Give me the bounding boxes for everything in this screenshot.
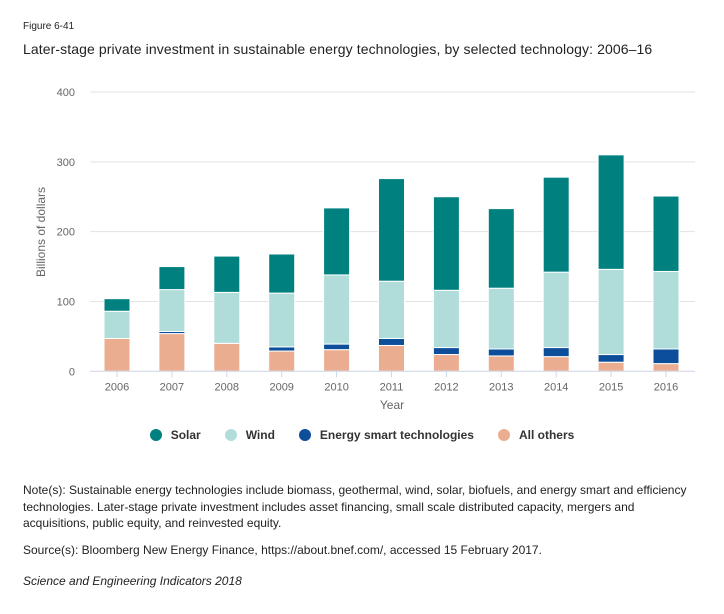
bar-stack-2015 xyxy=(597,154,625,372)
bar-segment-energy-smart-technologies[interactable] xyxy=(542,347,570,358)
y-tick-label: 0 xyxy=(69,366,75,378)
y-axis-ticks: 0 100 200 300 400 xyxy=(57,87,75,378)
bar-segment-all-others[interactable] xyxy=(652,363,680,372)
y-tick-label: 200 xyxy=(57,227,75,239)
source: Source(s): Bloomberg New Energy Finance,… xyxy=(23,543,542,557)
credit: Science and Engineering Indicators 2018 xyxy=(23,574,242,588)
bar-segment-wind[interactable] xyxy=(597,268,625,356)
legend-item-solar[interactable]: Solar xyxy=(149,428,201,442)
legend-swatch-wind-icon xyxy=(224,429,237,441)
y-axis-title: Billions of dollars xyxy=(34,187,48,277)
x-tick-label: 2014 xyxy=(544,381,568,393)
x-tick-label: 2007 xyxy=(160,381,184,393)
bar-segment-all-others[interactable] xyxy=(542,356,570,372)
bar-segment-solar[interactable] xyxy=(487,208,515,289)
chart-title: Later-stage private investment in sustai… xyxy=(23,41,653,57)
x-tick-label: 2010 xyxy=(324,381,348,393)
x-tick-label: 2013 xyxy=(489,381,513,393)
bar-segment-all-others[interactable] xyxy=(213,342,241,372)
notes: Note(s): Sustainable energy technologies… xyxy=(23,483,687,530)
bar-segment-wind[interactable] xyxy=(487,287,515,350)
figure-label: Figure 6-41 xyxy=(23,21,75,32)
bar-segment-solar[interactable] xyxy=(378,178,405,282)
bar-segment-wind[interactable] xyxy=(268,292,296,348)
bar-segment-solar[interactable] xyxy=(103,298,131,312)
bar-segment-solar[interactable] xyxy=(323,207,351,276)
x-tick-label: 2006 xyxy=(105,381,129,393)
bar-segment-solar[interactable] xyxy=(213,255,241,293)
x-axis: 2006 2007 2008 2009 2010 2011 2012 2013 2014 2015… xyxy=(90,370,695,393)
legend-label: Solar xyxy=(170,428,201,442)
bar-segment-wind[interactable] xyxy=(103,310,131,339)
legend-item-all-others[interactable]: All others xyxy=(497,428,575,442)
bar-segment-energy-smart-technologies[interactable] xyxy=(487,348,515,357)
legend-item-wind[interactable]: Wind xyxy=(224,428,275,442)
bars xyxy=(103,154,680,372)
bar-segment-all-others[interactable] xyxy=(103,337,131,372)
bar-segment-all-others[interactable] xyxy=(597,361,625,372)
x-tick-label: 2016 xyxy=(654,381,678,393)
x-tick-label: 2015 xyxy=(599,381,623,393)
bar-segment-wind[interactable] xyxy=(432,289,460,349)
bar-segment-wind[interactable] xyxy=(542,271,570,349)
bar-segment-all-others[interactable] xyxy=(158,333,186,372)
x-tick-label: 2009 xyxy=(269,381,293,393)
legend-swatch-solar-icon xyxy=(149,429,162,441)
bar-segment-solar[interactable] xyxy=(268,253,296,294)
bar-segment-all-others[interactable] xyxy=(268,350,296,372)
legend-label: Wind xyxy=(245,428,275,442)
bar-stack-2013 xyxy=(487,208,515,372)
bar-segment-solar[interactable] xyxy=(158,266,186,291)
y-tick-label: 100 xyxy=(57,296,75,308)
x-axis-title: Year xyxy=(380,398,404,412)
x-tick-label: 2012 xyxy=(434,381,458,393)
bar-segment-wind[interactable] xyxy=(323,274,351,345)
y-tick-label: 300 xyxy=(57,157,75,169)
bar-stack-2006 xyxy=(103,298,131,372)
bar-segment-solar[interactable] xyxy=(597,154,625,270)
bar-segment-wind[interactable] xyxy=(378,280,405,339)
x-tick-label: 2011 xyxy=(380,381,404,393)
bar-stack-2016 xyxy=(652,195,680,372)
bar-segment-solar[interactable] xyxy=(432,196,460,291)
bar-stack-2012 xyxy=(432,196,460,372)
bar-stack-2008 xyxy=(213,255,241,372)
bar-segment-wind[interactable] xyxy=(652,270,680,350)
bar-segment-all-others[interactable] xyxy=(378,344,405,372)
bar-segment-all-others[interactable] xyxy=(487,355,515,372)
bar-segment-energy-smart-technologies[interactable] xyxy=(597,354,625,363)
bar-stack-2009 xyxy=(268,253,296,372)
bar-stack-2010 xyxy=(323,207,351,372)
legend-label: Energy smart technologies xyxy=(319,428,474,442)
bar-segment-energy-smart-technologies[interactable] xyxy=(268,346,296,352)
bar-stack-2014 xyxy=(542,176,570,372)
y-tick-label: 400 xyxy=(57,87,75,99)
x-tick-label: 2008 xyxy=(215,381,239,393)
bar-segment-wind[interactable] xyxy=(158,289,186,332)
legend-swatch-energy-smart-icon xyxy=(298,429,311,441)
bar-segment-solar[interactable] xyxy=(542,176,570,273)
bar-segment-energy-smart-technologies[interactable] xyxy=(652,348,680,365)
legend-label: All others xyxy=(518,428,575,442)
bar-segment-energy-smart-technologies[interactable] xyxy=(432,347,460,356)
bar-stack-2011 xyxy=(378,178,405,372)
legend-swatch-all-others-icon xyxy=(497,429,510,441)
bar-segment-wind[interactable] xyxy=(213,291,241,344)
bar-segment-energy-smart-technologies[interactable] xyxy=(378,337,405,346)
legend: Solar Wind Energy smart technologies All… xyxy=(0,428,724,442)
legend-item-energy-smart[interactable]: Energy smart technologies xyxy=(298,428,474,442)
bar-segment-solar[interactable] xyxy=(652,195,680,272)
bar-segment-all-others[interactable] xyxy=(432,354,460,372)
bar-segment-energy-smart-technologies[interactable] xyxy=(323,343,351,351)
bar-segment-all-others[interactable] xyxy=(323,349,351,372)
bar-stack-2007 xyxy=(158,266,186,372)
